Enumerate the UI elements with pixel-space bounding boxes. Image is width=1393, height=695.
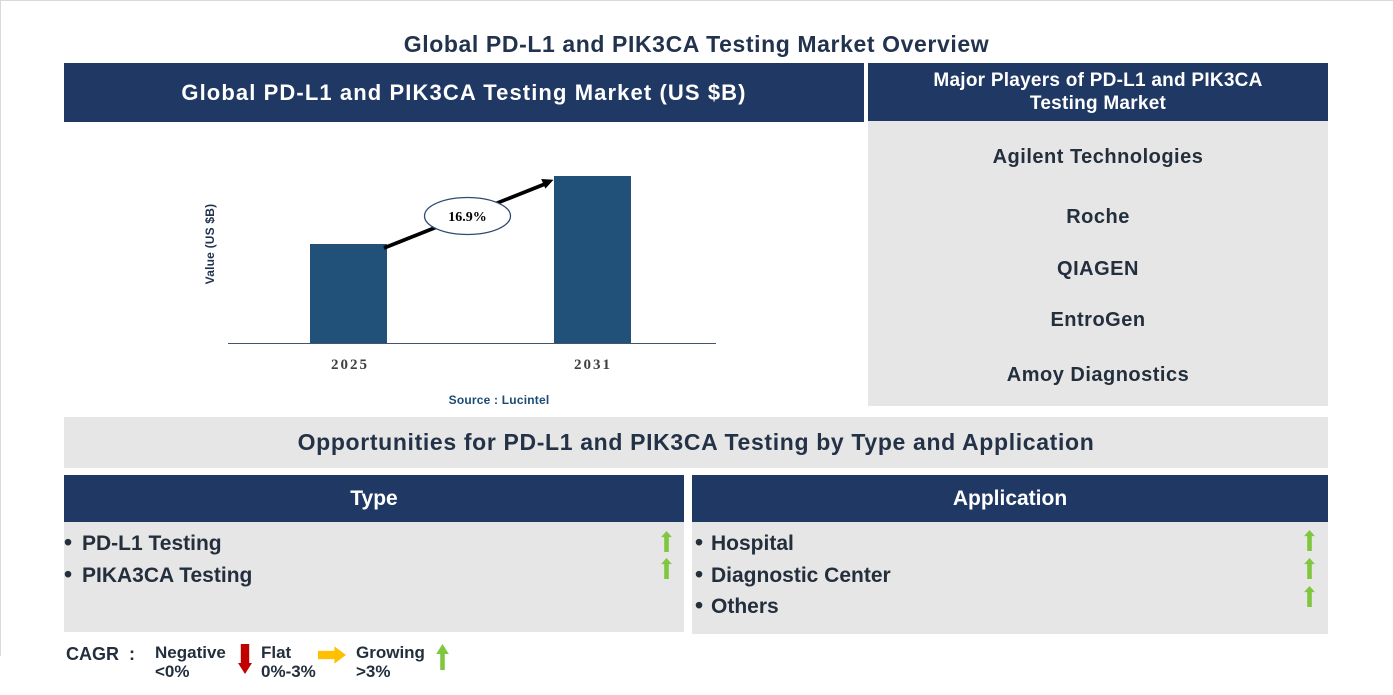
svg-text:16.9%: 16.9% <box>448 210 487 225</box>
